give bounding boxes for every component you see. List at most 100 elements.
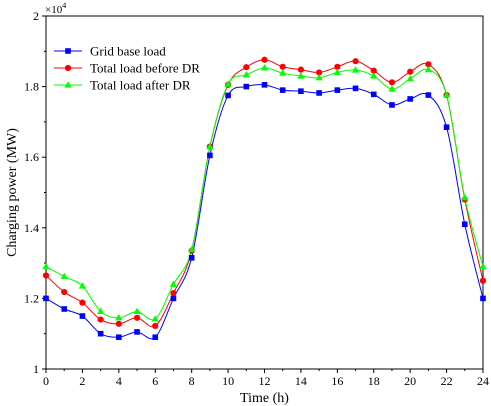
y-tick-label: 1.4 [24,221,39,235]
data-point-series-3 [424,65,432,73]
data-point-series-3 [351,66,360,73]
data-point-series-3 [479,262,487,270]
data-point-series-2 [61,288,68,296]
data-point-series-2 [115,320,122,327]
legend: Grid base load Total load before DR Total … [54,44,200,93]
data-point-series-3 [60,272,68,280]
legend-label: Total load after DR [90,78,191,93]
data-point-series-1 [61,306,68,312]
data-point-series-1 [279,87,286,93]
data-point-series-3 [279,69,287,76]
legend-label: Total load before DR [90,61,200,76]
data-point-series-2 [316,69,323,76]
data-point-series-1 [298,88,304,94]
y-tick-label: 1.6 [24,150,39,164]
x-tick-label: 6 [152,374,158,388]
data-point-series-1 [152,334,159,341]
data-point-series-2 [170,290,177,297]
y-tick-label: 1.8 [24,80,39,94]
series-line-2 [45,59,484,328]
data-point-series-1 [352,85,359,92]
legend-marker [65,48,71,54]
data-point-series-1 [316,90,322,96]
data-point-series-2 [97,316,104,323]
data-point-series-3 [42,262,50,270]
y-axis-multiplier: ×104 [45,1,66,16]
data-point-series-2 [479,277,487,284]
x-tick-label: 20 [404,374,416,388]
data-point-series-1 [134,329,140,335]
data-point-series-1 [443,124,450,130]
data-point-series-1 [461,221,468,228]
x-tick-label: 14 [295,374,307,388]
x-tick-label: 0 [43,374,49,388]
data-point-series-2 [42,272,50,279]
x-tick-label: 4 [116,374,122,388]
y-multiplier-base: ×10 [45,4,63,16]
data-point-series-1 [43,295,49,302]
data-point-series-2 [279,63,286,70]
x-tick-label: 2 [79,374,85,388]
data-point-series-1 [425,92,432,98]
data-point-series-3 [78,282,87,289]
x-tick-label: 22 [441,374,453,388]
data-point-series-2 [297,66,305,73]
data-point-series-1 [407,96,413,102]
data-point-series-1 [480,295,486,302]
series-lines [45,59,484,340]
data-point-series-3 [461,193,469,201]
data-point-series-3 [206,142,214,150]
data-point-series-3 [242,71,250,78]
data-point-series-2 [352,58,359,65]
data-point-series-2 [79,299,86,306]
series-line-3 [45,67,484,321]
x-tick-label: 8 [189,374,195,388]
data-point-series-3 [315,73,323,81]
data-point-series-3 [224,80,232,87]
y-tick-label: 1 [33,362,39,376]
legend-marker [64,81,72,88]
data-point-series-1 [261,82,268,88]
data-point-series-3 [388,85,396,92]
data-point-series-1 [116,334,122,341]
data-point-series-3 [133,307,141,315]
series-line-1 [45,84,484,340]
y-tick-label: 1.2 [24,291,39,305]
data-point-series-2 [425,61,432,68]
data-point-series-2 [261,56,268,63]
data-point-series-3 [297,72,305,79]
y-axis-title: Charging power (MW) [5,128,20,257]
data-point-series-3 [406,75,414,82]
y-multiplier-exponent: 4 [62,1,66,10]
data-point-series-3 [333,68,341,76]
data-point-series-2 [133,314,141,321]
data-point-series-2 [407,68,414,75]
x-tick-label: 10 [222,374,234,388]
x-axis-title: Time (h) [240,391,289,406]
data-point-series-2 [334,63,341,70]
data-point-series-1 [389,102,395,108]
y-tick-label: 2 [33,9,39,23]
data-point-series-3 [151,315,159,322]
data-point-series-3 [260,64,269,71]
x-tick-label: 12 [259,374,271,388]
data-point-series-2 [243,64,250,71]
data-point-series-1 [170,295,177,302]
legend-label: Grid base load [90,44,166,59]
series-markers [42,56,487,341]
x-tick-label: 18 [368,374,380,388]
data-point-series-1 [207,152,213,159]
x-tick-label: 16 [331,374,343,388]
data-point-series-1 [188,255,195,261]
data-point-series-1 [97,330,104,337]
data-point-series-3 [169,280,178,287]
data-point-series-1 [243,83,250,90]
data-point-series-3 [188,245,196,253]
data-point-series-2 [388,79,396,86]
x-tick-label: 24 [477,374,489,388]
data-point-series-3 [115,314,123,321]
data-point-series-1 [334,87,341,93]
data-point-series-3 [442,91,451,98]
